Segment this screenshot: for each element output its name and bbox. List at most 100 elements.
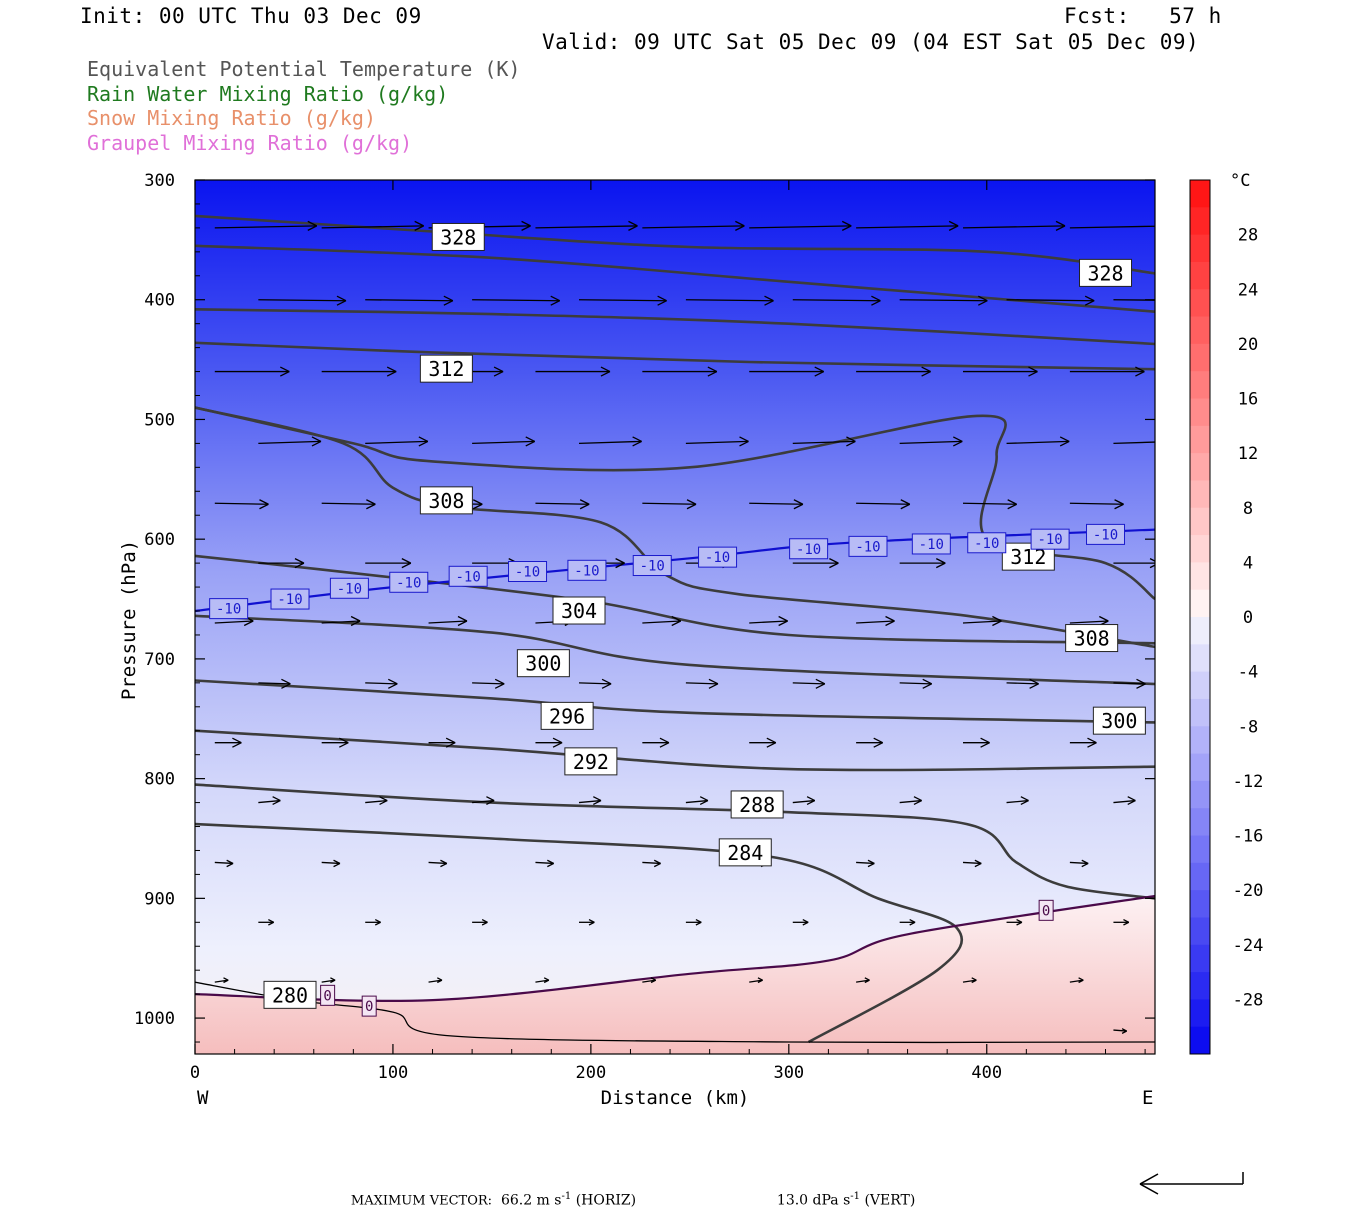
temperature-label: -10 <box>270 588 310 610</box>
svg-text:-10: -10 <box>1037 532 1062 548</box>
temperature-label: -10 <box>508 561 548 583</box>
temperature-label: -10 <box>567 559 607 581</box>
svg-text:-10: -10 <box>640 559 665 575</box>
wind-vector <box>472 295 561 306</box>
y-tick-label: 300 <box>144 171 175 191</box>
x-tick-label: 200 <box>576 1063 607 1083</box>
theta-e-contour-308 <box>195 406 1155 649</box>
colorbar-swatch <box>1190 535 1210 563</box>
colorbar-unit: °C <box>1230 171 1250 191</box>
wind-vector <box>1113 441 1155 445</box>
colorbar-swatch <box>1190 1026 1210 1055</box>
y-tick-label: 800 <box>144 770 175 790</box>
theta-e-contour-288 <box>195 783 1155 900</box>
wind-vector <box>899 558 946 569</box>
wind-vector <box>856 615 895 627</box>
colorbar-swatch <box>1190 343 1210 372</box>
colorbar-tick-label: 12 <box>1238 444 1258 464</box>
wind-vector <box>792 558 839 569</box>
wind-vector <box>535 220 638 231</box>
wind-vector <box>856 977 870 984</box>
wind-vector <box>642 220 745 231</box>
wind-vector <box>214 737 242 748</box>
wind-vector <box>578 295 667 306</box>
wind-vector <box>642 977 657 984</box>
theta-e-contour-324 <box>195 244 1155 313</box>
temperature-label: 0 <box>1038 899 1054 921</box>
colorbar-tick-label: -24 <box>1233 936 1264 956</box>
theta-e-label: 280 <box>263 980 317 1009</box>
wind-vector <box>214 220 318 231</box>
max-vector-vert: 13.0 dPa s <box>776 1192 851 1209</box>
svg-text:-10: -10 <box>515 565 540 581</box>
wind-vector <box>642 737 670 748</box>
colorbar-swatch <box>1190 917 1210 946</box>
wind-vector <box>1006 678 1039 689</box>
wind-vector <box>258 436 322 447</box>
wind-vector <box>321 737 349 748</box>
svg-text:300: 300 <box>1101 709 1137 733</box>
svg-text:-10: -10 <box>337 581 362 597</box>
temperature-label: -10 <box>967 532 1007 554</box>
max-vector-horiz: 66.2 m s <box>500 1192 562 1209</box>
colorbar-swatch <box>1190 944 1210 973</box>
svg-text:0: 0 <box>323 988 331 1004</box>
wind-vector <box>321 220 424 231</box>
vert-exp: -1 <box>850 1191 861 1202</box>
colorbar-tick-label: -12 <box>1233 772 1264 792</box>
svg-text:0: 0 <box>1042 903 1050 919</box>
legend-rain: Rain Water Mixing Ratio (g/kg) <box>87 82 449 106</box>
wind-vector <box>214 366 290 377</box>
theta-e-label: 300 <box>516 649 570 678</box>
wind-vector <box>578 678 612 689</box>
wind-vector <box>472 678 505 689</box>
wind-vector <box>258 796 281 806</box>
valid-time: Valid: 09 UTC Sat 05 Dec 09 (04 EST Sat … <box>542 30 1200 54</box>
y-axis-title: Pressure (hPa) <box>118 540 140 700</box>
reference-vector <box>1139 1172 1244 1195</box>
colorbar-swatch <box>1190 480 1210 509</box>
wind-vector <box>365 558 412 569</box>
temperature-label: -10 <box>698 546 738 568</box>
wind-vector <box>856 366 931 377</box>
warm-layer-shading <box>195 896 1155 1054</box>
colorbar-tick-label: -8 <box>1238 717 1258 737</box>
colorbar-tick-label: 20 <box>1238 335 1258 355</box>
colorbar-swatch <box>1190 234 1210 263</box>
svg-text:292: 292 <box>573 750 609 774</box>
theta-e-contour-320 <box>195 308 1155 346</box>
wind-vector <box>258 558 305 569</box>
wind-vector <box>962 615 1002 627</box>
theta-e-label: 296 <box>540 701 594 730</box>
theta-e-contour-328 <box>195 214 1155 275</box>
colorbar-tick-label: -16 <box>1233 827 1264 847</box>
wind-vector <box>365 796 388 806</box>
colorbar-swatch <box>1190 999 1210 1028</box>
wind-vector <box>321 859 341 868</box>
colorbar-swatch <box>1190 835 1210 864</box>
wind-vector <box>1113 678 1146 689</box>
theta-e-contour-316 <box>195 341 1155 371</box>
wind-vector <box>685 678 719 689</box>
temperature-label: -10 <box>911 533 951 555</box>
colorbar-tick-label: 8 <box>1243 499 1253 519</box>
temperature-label: -10 <box>632 555 672 577</box>
svg-text:280: 280 <box>272 983 308 1007</box>
wind-vector <box>856 220 959 231</box>
colorbar-swatch <box>1190 562 1210 591</box>
wind-vector <box>642 366 718 377</box>
wind-vector <box>1006 295 1095 306</box>
wind-vector <box>428 977 443 984</box>
svg-text:0: 0 <box>365 999 373 1015</box>
colorbar-tick-label: 4 <box>1243 553 1253 573</box>
wind-vector <box>1113 299 1155 301</box>
wind-vector <box>472 796 495 806</box>
plot-frame <box>194 179 1156 1055</box>
svg-text:308: 308 <box>1074 627 1110 651</box>
wind-vector <box>1113 796 1136 806</box>
wind-vector <box>1113 919 1130 926</box>
temperature-contour-0 <box>195 894 1155 1002</box>
wind-vector <box>214 859 234 868</box>
theta-e-label: 284 <box>718 838 772 867</box>
temperature-label: -10 <box>1030 528 1070 550</box>
